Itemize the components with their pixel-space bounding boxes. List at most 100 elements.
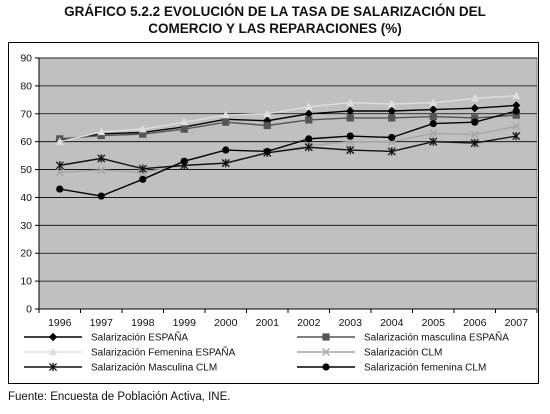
data-point xyxy=(55,161,64,170)
legend-label: Salarización CLM xyxy=(364,348,442,359)
legend-symbol xyxy=(322,333,330,341)
legend-label: Salarización ESPAÑA xyxy=(91,331,188,344)
data-point xyxy=(471,118,479,126)
legend-label: Salarización Masculina CLM xyxy=(91,363,217,374)
data-point xyxy=(56,185,64,193)
x-tick-label: 2003 xyxy=(339,317,363,329)
x-tick-label: 2002 xyxy=(297,317,321,329)
data-point xyxy=(263,147,271,156)
legend-item: Salarización CLM xyxy=(297,348,442,359)
y-tick-label: 20 xyxy=(20,248,32,260)
data-point xyxy=(429,105,438,114)
y-tick-label: 60 xyxy=(20,136,32,148)
data-point xyxy=(304,143,313,152)
data-point xyxy=(97,166,106,175)
series-6 xyxy=(56,107,520,200)
data-point xyxy=(429,129,438,138)
data-point xyxy=(512,122,521,131)
data-point xyxy=(388,133,396,142)
data-point xyxy=(304,109,313,118)
data-point xyxy=(346,132,354,140)
chart-title-line-1: GRÁFICO 5.2.2 EVOLUCIÓN DE LA TASA DE SA… xyxy=(64,4,486,19)
series-3 xyxy=(55,91,521,145)
data-point xyxy=(97,127,106,136)
legend-item: Salarización femenina CLM xyxy=(297,363,486,374)
legend-item: Salarización masculina ESPAÑA xyxy=(297,331,509,344)
data-point xyxy=(305,116,313,124)
legend-symbol xyxy=(48,332,58,342)
data-point xyxy=(139,175,147,183)
chart-frame: 0 10 20 30 40 50 60 70 80 90 1996 1997 1998 1999 2000 2… xyxy=(8,42,539,384)
x-tick-label: 2005 xyxy=(422,317,446,329)
data-point xyxy=(263,109,272,117)
series-line xyxy=(59,114,517,140)
data-point xyxy=(346,137,355,146)
data-point xyxy=(55,168,64,177)
data-point xyxy=(221,158,230,168)
data-point xyxy=(346,106,355,116)
data-point xyxy=(180,125,188,133)
data-point xyxy=(470,94,479,102)
data-point xyxy=(346,114,354,122)
data-point xyxy=(387,147,396,156)
x-tick-label: 1997 xyxy=(90,317,114,329)
data-point xyxy=(139,130,147,138)
y-tick-label: 30 xyxy=(20,220,32,232)
data-point xyxy=(387,99,396,108)
y-tick-label: 70 xyxy=(20,108,32,120)
x-tick-label: 1996 xyxy=(48,317,72,329)
data-point xyxy=(97,131,105,140)
x-tick-label: 1999 xyxy=(173,317,197,329)
data-point xyxy=(470,130,479,139)
y-tick-label: 90 xyxy=(20,53,32,65)
data-point xyxy=(388,114,396,122)
chart-title-line-2: COMERCIO Y LAS REPARACIONES (%) xyxy=(148,21,402,36)
x-tick-label: 2007 xyxy=(505,317,529,329)
chart-title: GRÁFICO 5.2.2 EVOLUCIÓN DE LA TASA DE SA… xyxy=(0,3,550,37)
y-tick-label: 0 xyxy=(26,304,32,316)
data-point xyxy=(429,112,437,121)
data-point xyxy=(138,124,147,133)
data-point xyxy=(180,157,188,165)
data-point xyxy=(470,138,479,148)
data-point xyxy=(346,145,355,155)
data-point xyxy=(304,102,313,111)
series-line xyxy=(59,110,517,197)
x-tick-label: 2006 xyxy=(463,317,487,329)
legend-item: Salarización Masculina CLM xyxy=(24,363,217,374)
x-tick-label: 2000 xyxy=(214,317,238,329)
legend-label: Salarización femenina CLM xyxy=(364,363,486,374)
data-point xyxy=(429,137,438,146)
plot-area xyxy=(38,57,538,310)
data-point xyxy=(55,137,64,145)
data-point xyxy=(221,110,230,119)
legend-item: Salarización Femenina ESPAÑA xyxy=(24,346,236,359)
legend-symbol xyxy=(49,347,57,356)
y-tick-label: 40 xyxy=(20,192,32,204)
data-point xyxy=(305,135,313,143)
data-point xyxy=(471,114,479,122)
data-point xyxy=(222,118,230,126)
data-point xyxy=(512,91,521,99)
legend-symbol xyxy=(48,362,58,372)
data-point xyxy=(512,131,521,141)
series-line xyxy=(59,94,517,143)
data-point xyxy=(138,164,147,173)
data-point xyxy=(512,107,520,115)
data-point xyxy=(429,119,437,128)
series-line xyxy=(59,135,517,170)
legend-symbol xyxy=(322,363,330,371)
data-point xyxy=(512,101,521,110)
source-note: Fuente: Encuesta de Población Activa, IN… xyxy=(8,391,231,403)
series-5 xyxy=(55,131,521,173)
data-point xyxy=(222,146,230,154)
y-tick-label: 10 xyxy=(20,276,32,288)
data-point xyxy=(97,154,106,163)
y-tick-label: 80 xyxy=(20,80,32,92)
data-point xyxy=(512,111,520,119)
legend-label: Salarización masculina ESPAÑA xyxy=(364,331,509,344)
line-chart: 0 10 20 30 40 50 60 70 80 90 1996 1997 1998 1999 2000 2… xyxy=(20,53,538,374)
series-line xyxy=(59,104,517,141)
data-point xyxy=(97,192,105,200)
data-point xyxy=(263,121,271,130)
